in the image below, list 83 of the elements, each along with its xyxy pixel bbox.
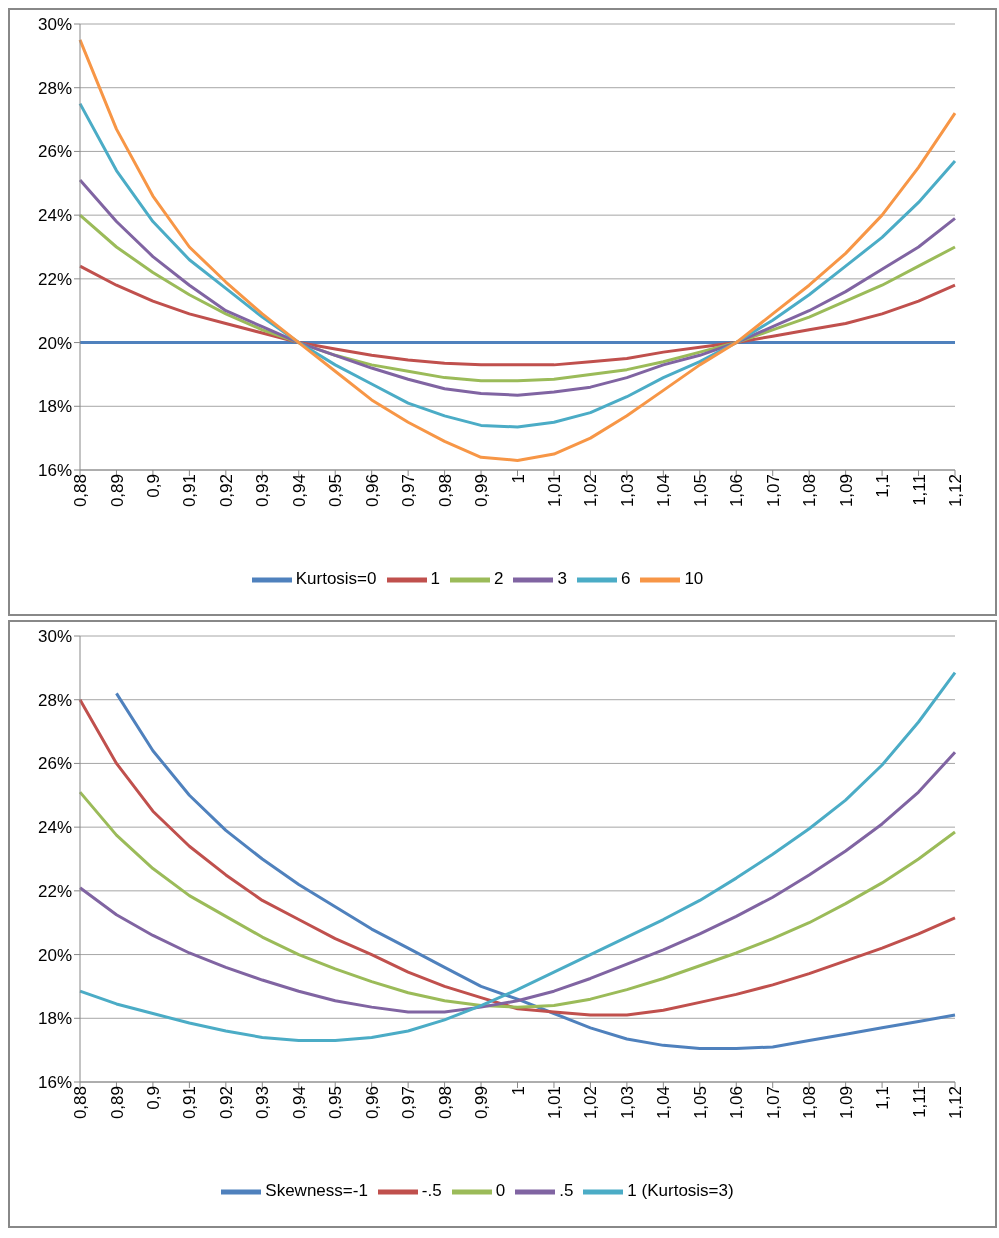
x-tick-label: 0,9	[143, 474, 163, 498]
x-tick-label: 0,92	[216, 474, 236, 508]
y-tick-label: 16%	[37, 1073, 72, 1093]
x-tick-label: 0,93	[253, 474, 273, 508]
y-tick-label: 24%	[37, 818, 72, 838]
legend-label: 3	[557, 569, 567, 589]
x-tick-label: 0,91	[180, 1086, 200, 1120]
legend-label: 6	[620, 569, 631, 589]
x-tick-label: 1,03	[617, 474, 637, 508]
y-tick-label: 18%	[37, 1009, 72, 1029]
y-tick-label: 30%	[37, 627, 72, 647]
y-tick-label: 26%	[37, 754, 72, 774]
x-tick-label: 1,12	[946, 474, 966, 508]
y-tick-label: 28%	[37, 78, 72, 98]
x-tick-label: 0,96	[362, 1086, 382, 1120]
x-tick-label: 0,99	[472, 474, 492, 508]
legend-label: -.5	[421, 1181, 442, 1201]
x-tick-label: 1,01	[545, 474, 565, 508]
y-tick-label: 18%	[37, 397, 72, 417]
x-tick-label: 1,09	[836, 1086, 856, 1120]
y-tick-label: 22%	[37, 881, 72, 901]
x-tick-label: 1,09	[836, 474, 856, 508]
legend-label: Kurtosis=0	[295, 569, 377, 589]
x-tick-label: 0,95	[326, 1086, 346, 1120]
x-tick-label: 0,91	[180, 474, 200, 508]
x-tick-label: 1	[508, 1086, 528, 1096]
legend-label: 10	[684, 569, 704, 589]
x-tick-label: 0,88	[71, 1086, 91, 1120]
x-tick-label: 1,03	[617, 1086, 637, 1120]
x-tick-label: 0,93	[253, 1086, 273, 1120]
x-tick-label: 1,1	[873, 474, 893, 498]
x-tick-label: 1,01	[545, 1086, 565, 1120]
y-tick-label: 22%	[37, 269, 72, 289]
y-tick-label: 30%	[37, 15, 72, 35]
x-tick-label: 1,12	[946, 1086, 966, 1120]
x-tick-label: 1,07	[763, 1086, 783, 1120]
legend-label: 1 (Kurtosis=3)	[627, 1181, 734, 1201]
x-tick-label: 0,94	[289, 474, 309, 508]
legend-label: 2	[493, 569, 504, 589]
x-tick-label: 0,89	[107, 474, 127, 508]
y-tick-label: 24%	[37, 206, 72, 226]
x-tick-label: 0,99	[472, 1086, 492, 1120]
y-tick-label: 20%	[37, 333, 72, 353]
line-series	[78, 264, 957, 367]
y-tick-label: 16%	[37, 461, 72, 481]
x-tick-label: 1,04	[654, 474, 674, 508]
y-tick-label: 20%	[37, 945, 72, 965]
x-tick-label: 0,95	[326, 474, 346, 508]
y-tick-label: 26%	[37, 142, 72, 162]
x-tick-label: 1,11	[909, 474, 929, 506]
x-tick-label: 0,94	[289, 1086, 309, 1120]
x-tick-label: 1,1	[873, 1086, 893, 1110]
x-tick-label: 0,92	[216, 1086, 236, 1120]
x-tick-label: 0,88	[71, 474, 91, 508]
x-tick-label: 1,05	[690, 474, 710, 508]
x-tick-label: 0,98	[435, 474, 455, 508]
legend-label: 1	[430, 569, 440, 589]
x-tick-label: 1,06	[727, 474, 747, 508]
x-tick-label: 0,89	[107, 1086, 127, 1120]
x-tick-label: 0,98	[435, 1086, 455, 1120]
x-tick-label: 1,02	[581, 474, 601, 508]
legend-label: .5	[559, 1181, 574, 1201]
legend-label: 0	[495, 1181, 506, 1201]
x-tick-label: 1,04	[654, 1086, 674, 1120]
x-tick-label: 0,97	[399, 474, 419, 508]
x-tick-label: 1,05	[690, 1086, 710, 1120]
legend-label: Skewness=-1	[265, 1181, 368, 1201]
x-tick-label: 1,06	[727, 1086, 747, 1120]
x-tick-label: 0,96	[362, 474, 382, 508]
x-tick-label: 0,9	[143, 1086, 163, 1110]
x-tick-label: 0,97	[399, 1086, 419, 1120]
line-series	[78, 102, 957, 429]
y-tick-label: 28%	[37, 690, 72, 710]
x-tick-label: 1,07	[763, 474, 783, 508]
x-tick-label: 1,02	[581, 1086, 601, 1120]
line-series	[78, 178, 957, 397]
x-tick-label: 1,08	[800, 1086, 820, 1120]
x-tick-label: 1	[508, 474, 528, 484]
line-series	[78, 790, 957, 1009]
line-series	[78, 38, 957, 462]
x-tick-label: 1,08	[800, 474, 820, 508]
x-tick-label: 1,11	[909, 1086, 929, 1118]
line-series	[78, 750, 957, 1014]
